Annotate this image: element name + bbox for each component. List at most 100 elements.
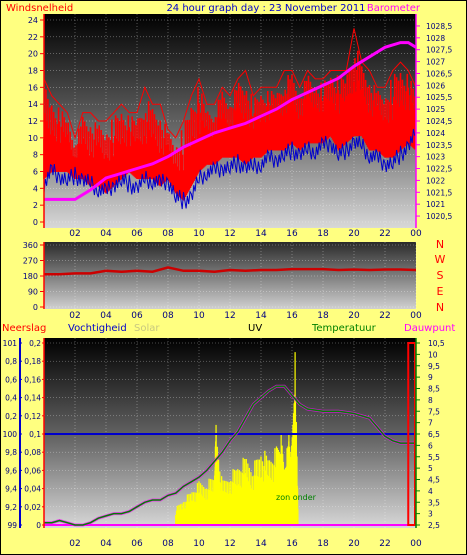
y-hum-tick-label: 99 xyxy=(7,521,17,530)
x-tick-label: 00 xyxy=(410,229,422,239)
y-temp-tick-label: 10,5 xyxy=(428,339,445,348)
y-dir-tick-label: 360 xyxy=(23,241,38,250)
y-right-tick-label: 1021,5 xyxy=(426,188,452,197)
y-left-tick-label: 8 xyxy=(33,151,38,160)
x-tick-label: 14 xyxy=(255,539,267,549)
y-left-tick-label: 0 xyxy=(33,218,38,227)
x-tick-label: 04 xyxy=(100,539,112,549)
annotation-sunset: zon onder xyxy=(276,493,317,502)
legend-vochtigheid: Vochtigheid xyxy=(68,323,127,334)
y-hum-tick-label: 9,2 xyxy=(5,503,17,512)
y-right-tick-label: 1026,5 xyxy=(426,69,452,78)
dir-letter-n2: N xyxy=(436,301,444,314)
y-temp-tick-label: 6,5 xyxy=(428,430,440,439)
legend-uv: UV xyxy=(248,323,262,334)
rain-bar xyxy=(407,342,416,526)
x-tick-label: 06 xyxy=(131,229,143,239)
x-tick-label: 16 xyxy=(286,311,298,321)
wind-max-line xyxy=(43,28,417,140)
y-temp-tick-label: 7,5 xyxy=(428,407,440,416)
y-left-tick-label: 6 xyxy=(33,168,38,177)
y-right-tick-label: 1024,5 xyxy=(426,117,452,126)
wind-direction-line xyxy=(44,266,417,276)
wind-average-line xyxy=(43,128,416,210)
y-temp-tick-label: 9 xyxy=(428,373,433,382)
y-right-tick-label: 1023 xyxy=(426,153,445,162)
x-tick-label: 04 xyxy=(100,229,112,239)
y-temp-tick-label: 9,5 xyxy=(428,362,440,371)
y-rain-tick-label: 0,06 xyxy=(24,466,41,475)
x-tick-label: 16 xyxy=(286,229,298,239)
y-temp-tick-label: 7 xyxy=(428,419,433,428)
y-left-tick-label: 14 xyxy=(28,100,38,109)
y-hum-tick-label: 9,6 xyxy=(5,466,17,475)
x-tick-label: 10 xyxy=(193,311,205,321)
y-right-tick-label: 1027 xyxy=(426,58,445,67)
x-tick-label: 20 xyxy=(348,539,360,549)
y-temp-tick-label: 8 xyxy=(428,396,433,405)
y-temp-tick-label: 8,5 xyxy=(428,385,440,394)
y-left-tick-label: 18 xyxy=(28,67,38,76)
dir-letter-n1: N xyxy=(436,238,444,251)
x-tick-label: 14 xyxy=(255,229,267,239)
dir-letter-w: W xyxy=(435,253,446,266)
x-tick-label: 10 xyxy=(193,539,205,549)
y-right-tick-label: 1028,5 xyxy=(426,22,452,31)
y-temp-tick-label: 4 xyxy=(428,487,433,496)
y-hum-tick-label: 0,4 xyxy=(5,394,17,403)
y-temp-tick-label: 10 xyxy=(428,350,438,359)
x-tick-label: 22 xyxy=(379,229,390,239)
x-tick-label: 02 xyxy=(69,229,80,239)
y-left-tick-label: 10 xyxy=(28,134,38,143)
dir-letter-s: S xyxy=(437,269,444,282)
y-left-tick-label: 12 xyxy=(28,117,38,126)
x-tick-label: 08 xyxy=(162,311,174,321)
y-rain-tick-label: 0,1 xyxy=(29,430,41,439)
x-tick-label: 06 xyxy=(131,311,143,321)
x-tick-label: 00 xyxy=(410,311,422,321)
y-rain-tick-label: 0,08 xyxy=(24,448,41,457)
y-right-tick-label: 1026 xyxy=(426,81,445,90)
x-tick-label: 14 xyxy=(255,311,267,321)
y-hum-tick-label: 101 xyxy=(3,339,18,348)
y-temp-tick-label: 2,5 xyxy=(428,521,440,530)
y-right-tick-label: 1024 xyxy=(426,129,445,138)
y-dir-tick-label: 90 xyxy=(28,288,38,297)
y-left-tick-label: 24 xyxy=(28,16,38,25)
y-right-tick-label: 1028 xyxy=(426,34,445,43)
y-hum-tick-label: 0,2 xyxy=(5,412,17,421)
y-rain-tick-label: 0,14 xyxy=(24,394,41,403)
y-left-tick-label: 2 xyxy=(33,201,38,210)
y-temp-tick-label: 6 xyxy=(428,441,433,450)
x-tick-label: 20 xyxy=(348,229,360,239)
y-hum-tick-label: 100 xyxy=(3,430,18,439)
legend-solar: Solar xyxy=(134,323,160,334)
y-hum-tick-label: 0,6 xyxy=(5,375,17,384)
legend-dauwpunt: Dauwpunt xyxy=(404,323,455,334)
legend-neerslag: Neerslag xyxy=(2,323,46,334)
y-temp-tick-label: 3 xyxy=(428,510,433,519)
legend-temperatuur: Temperatuur xyxy=(311,323,377,334)
x-tick-label: 12 xyxy=(224,311,235,321)
x-tick-label: 00 xyxy=(410,539,422,549)
y-left-tick-label: 20 xyxy=(28,50,38,59)
x-tick-label: 18 xyxy=(317,229,329,239)
y-left-tick-label: 22 xyxy=(28,33,38,42)
x-tick-label: 22 xyxy=(379,311,390,321)
y-hum-tick-label: 9,4 xyxy=(5,485,17,494)
y-temp-tick-label: 5 xyxy=(428,464,433,473)
x-tick-label: 12 xyxy=(224,229,235,239)
y-right-tick-label: 1022,5 xyxy=(426,165,452,174)
x-tick-label: 06 xyxy=(131,539,143,549)
x-tick-label: 02 xyxy=(69,539,80,549)
y-right-tick-label: 1027,5 xyxy=(426,46,452,55)
y-rain-tick-label: 0,18 xyxy=(24,357,41,366)
y-temp-tick-label: 5,5 xyxy=(428,453,440,462)
left-label-wind: Windsnelheid xyxy=(6,3,73,14)
x-tick-label: 04 xyxy=(100,311,112,321)
x-tick-label: 16 xyxy=(286,539,298,549)
right-label-barometer: Barometer xyxy=(367,3,421,14)
y-rain-tick-label: 0,2 xyxy=(29,339,41,348)
y-left-tick-label: 16 xyxy=(28,83,38,92)
